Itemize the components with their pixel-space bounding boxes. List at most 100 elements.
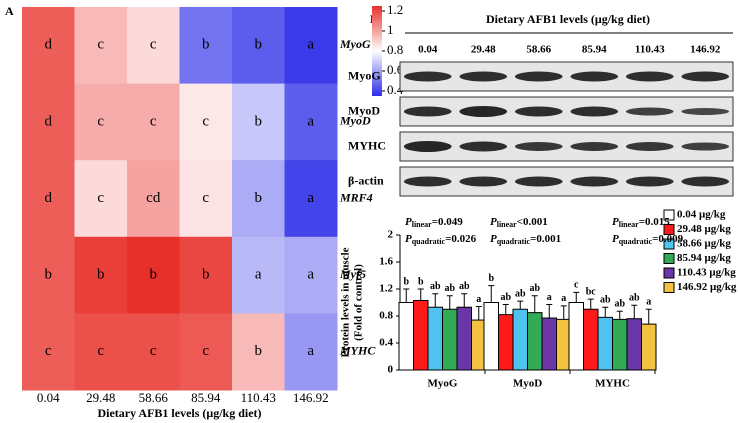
- heat-cell: [74, 7, 128, 85]
- bar: [527, 312, 543, 371]
- legend-label: 29.48 μg/kg: [677, 223, 731, 235]
- error-bar: [645, 308, 652, 325]
- legend-swatch: [663, 209, 675, 221]
- y-tick-label: 2: [388, 229, 394, 241]
- stat-value: =0.015: [639, 216, 671, 228]
- error-bar: [531, 295, 538, 313]
- significance-letter: ab: [614, 299, 625, 310]
- blot-band: [625, 71, 674, 82]
- y-axis-title: (Fold of control): [353, 264, 365, 341]
- error-bar: [403, 288, 410, 303]
- cell-letter: a: [307, 267, 314, 283]
- y-tick-label: 0.8: [379, 310, 393, 322]
- blot-band: [514, 142, 563, 151]
- cell-letter: b: [97, 267, 105, 283]
- heat-cell: [284, 236, 338, 314]
- heat-cell: [284, 160, 338, 238]
- bar: [498, 314, 514, 371]
- stat-text: Pquadratic=0.009: [612, 233, 684, 246]
- legend-swatch: [663, 267, 675, 279]
- blot-band: [625, 142, 674, 151]
- blot-band: [459, 176, 508, 187]
- stat-p: P: [612, 216, 619, 228]
- dose-label: 146.92: [690, 44, 721, 56]
- cell-letter: a: [307, 37, 314, 53]
- cell-letter: c: [202, 113, 209, 129]
- significance-letter: ab: [629, 292, 640, 303]
- blot-band: [570, 142, 619, 151]
- heat-cell: [127, 313, 180, 391]
- heat-cell: [232, 7, 285, 85]
- cell-letter: b: [150, 267, 158, 283]
- bar: [583, 308, 599, 371]
- heat-cell: [127, 83, 180, 161]
- significance-letter: ab: [529, 283, 540, 294]
- x-tick-label: 58.66: [139, 390, 169, 405]
- heat-cell: [284, 7, 338, 85]
- error-bar: [517, 300, 524, 310]
- error-bar: [616, 310, 623, 320]
- blot-band: [403, 141, 452, 152]
- x-tick-label: MYHC: [595, 378, 630, 390]
- bar: [427, 306, 443, 371]
- significance-letter: b: [403, 276, 409, 287]
- x-tick-label: MyoG: [428, 378, 458, 390]
- legend-swatch: [663, 282, 675, 293]
- cell-letter: c: [202, 343, 209, 359]
- cell-letter: d: [45, 113, 53, 129]
- blot-band: [403, 176, 452, 187]
- stat-p: P: [612, 233, 619, 245]
- cell-letter: d: [45, 190, 53, 206]
- stat-value: =0.049: [432, 216, 464, 228]
- blot-band: [514, 106, 563, 117]
- blot-band: [459, 141, 508, 152]
- heat-cell: [179, 7, 233, 85]
- significance-letter: b: [418, 276, 424, 287]
- cell-letter: b: [202, 37, 210, 53]
- stat-sub: linear: [619, 220, 639, 229]
- x-tick-label: 110.43: [241, 390, 276, 405]
- stat-value: <0.001: [517, 216, 548, 228]
- cell-letter: c: [97, 190, 104, 206]
- error-bar: [432, 293, 439, 308]
- bar: [626, 318, 642, 371]
- error-bar: [546, 304, 553, 319]
- stat-text: Pquadratic=0.026: [405, 233, 477, 246]
- colorbar: [372, 6, 382, 96]
- colorbar-label: 1.2: [387, 2, 403, 17]
- significance-letter: ab: [515, 288, 526, 299]
- error-bar: [560, 305, 567, 320]
- bar: [541, 317, 557, 371]
- y-tick-label: 0: [388, 364, 394, 376]
- significance-letter: a: [561, 293, 566, 304]
- blot-title: Dietary AFB1 levels (μg/kg diet): [486, 12, 650, 26]
- cell-letter: b: [255, 37, 263, 53]
- cell-letter: c: [150, 37, 157, 53]
- cell-letter: c: [97, 343, 104, 359]
- blot-frame: [399, 166, 734, 197]
- heat-cell: [22, 160, 75, 238]
- heat-cell: [179, 160, 233, 238]
- cell-letter: c: [97, 37, 104, 53]
- blot-band: [625, 107, 674, 116]
- bar: [597, 316, 613, 371]
- x-tick-label: MyoD: [513, 378, 542, 390]
- stat-p: P: [490, 233, 497, 245]
- cell-letter: b: [255, 190, 263, 206]
- stat-p: P: [490, 216, 497, 228]
- stat-sub: quadratic: [497, 237, 531, 246]
- blot-band: [403, 106, 452, 117]
- legend-swatch: [663, 253, 675, 264]
- legend-label: 85.94 μg/kg: [677, 252, 731, 264]
- error-bar: [488, 285, 495, 303]
- blot-band: [570, 106, 619, 117]
- heat-cell: [22, 313, 75, 391]
- row-label: MRF4: [339, 190, 373, 204]
- x-axis-title: Dietary AFB1 levels (μg/kg diet): [97, 406, 261, 420]
- cell-letter: b: [45, 267, 53, 283]
- blot-band: [570, 71, 619, 82]
- cell-letter: a: [255, 267, 262, 283]
- error-bar: [631, 304, 638, 319]
- blot-frame: [399, 131, 734, 162]
